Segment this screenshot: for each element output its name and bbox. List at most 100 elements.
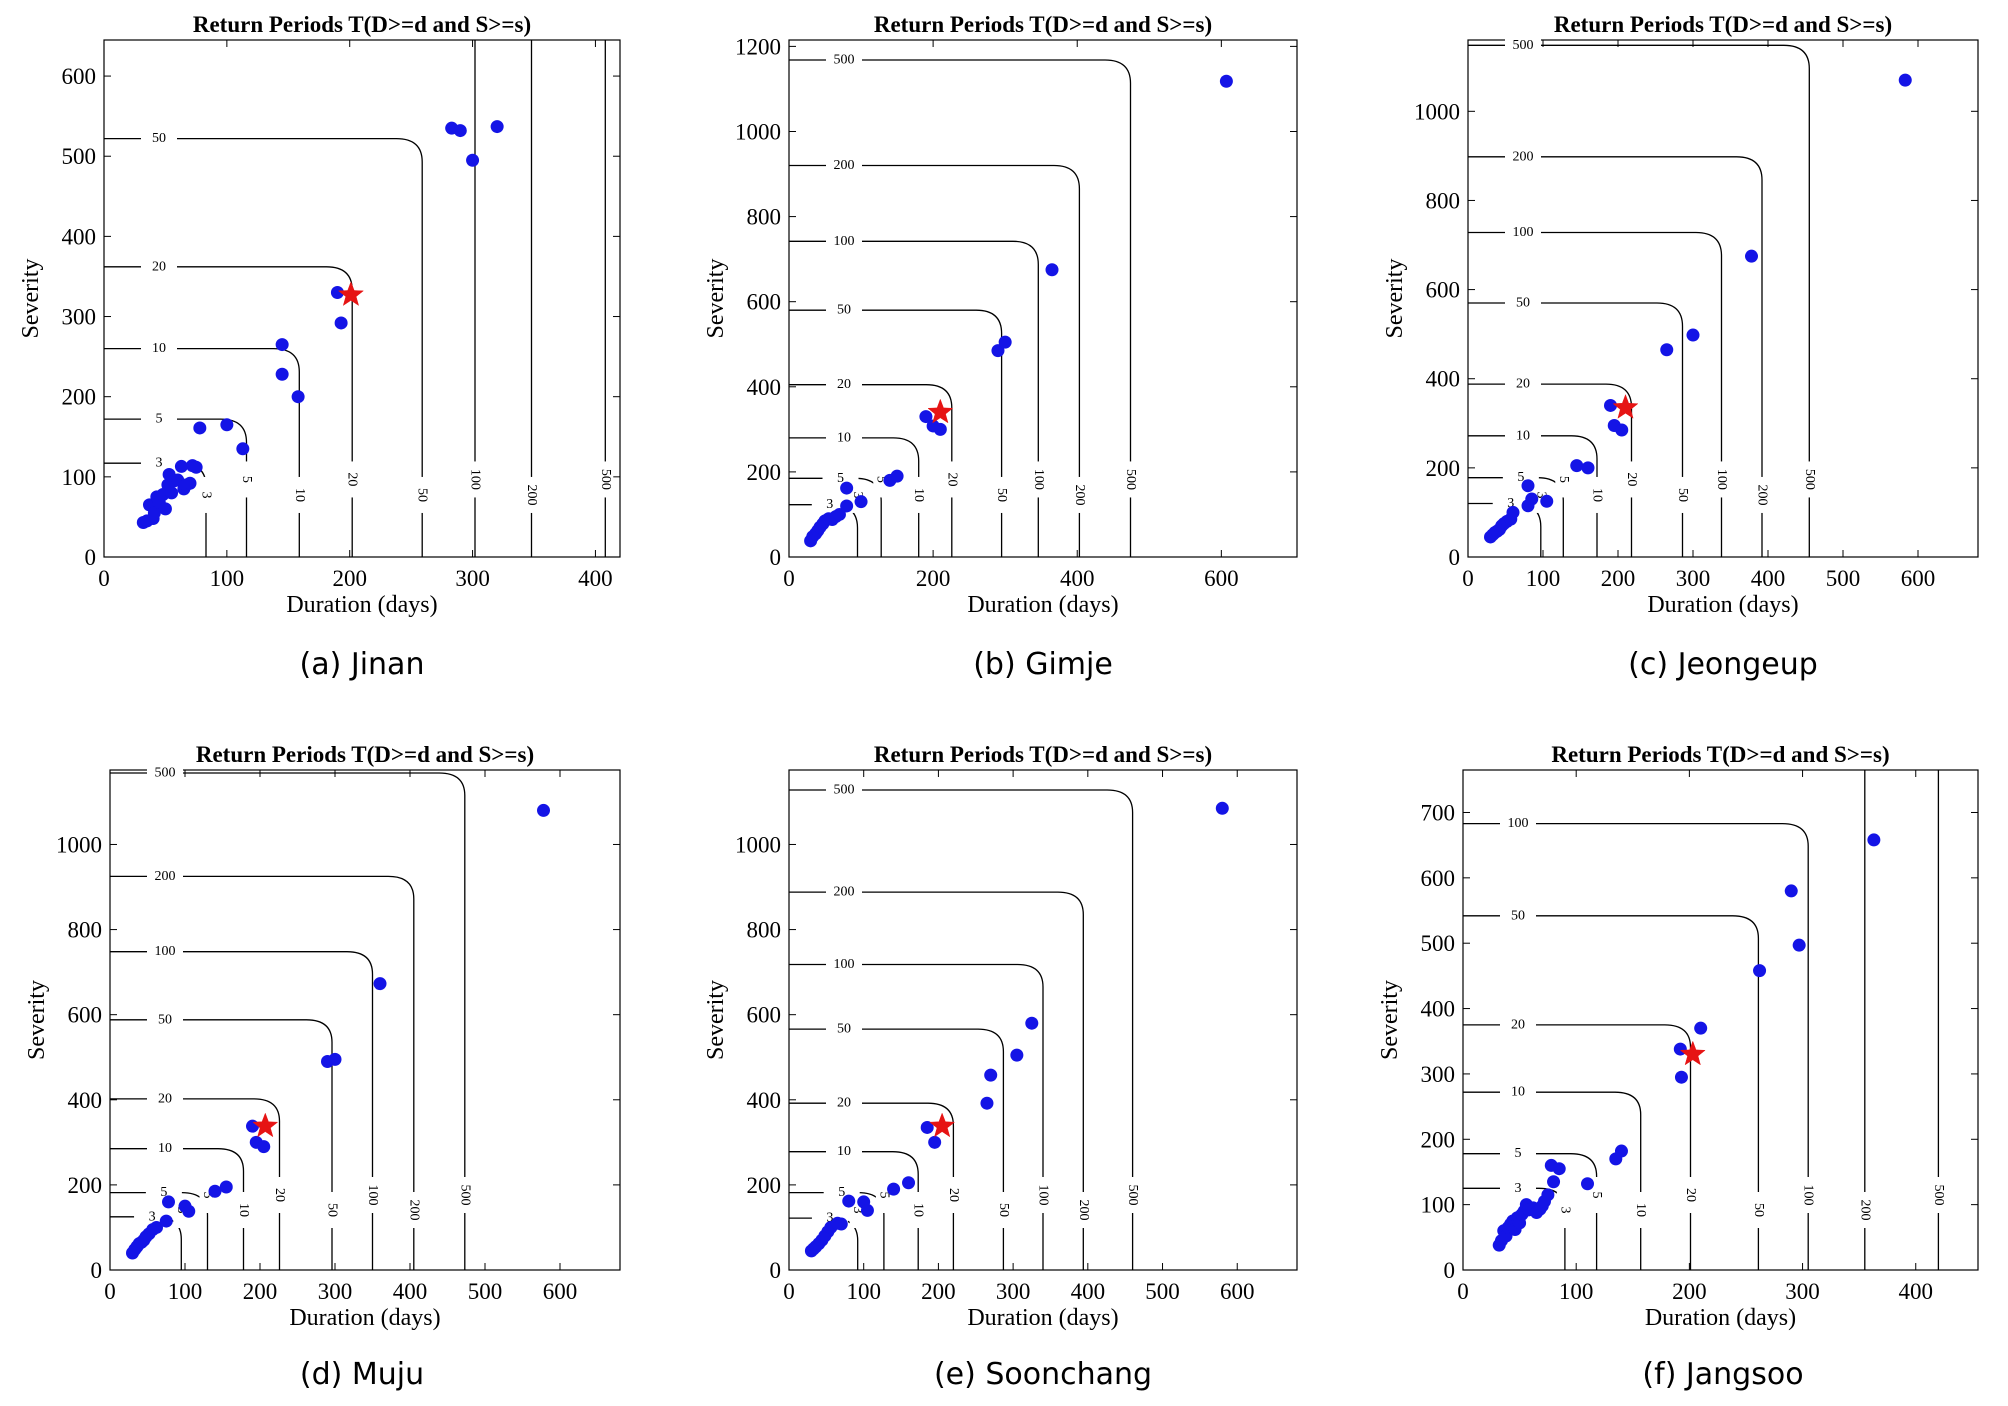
x-tick-label: 500 — [1145, 1279, 1180, 1304]
y-tick-label: 300 — [62, 305, 97, 330]
y-tick-label: 400 — [68, 1088, 103, 1113]
data-point — [219, 1180, 233, 1194]
data-point — [1025, 1016, 1039, 1030]
data-point — [1525, 492, 1539, 506]
x-tick-label: 100 — [1526, 566, 1561, 591]
data-point — [991, 344, 1005, 358]
data-point — [1219, 74, 1233, 88]
contour-label-bg — [1856, 1192, 1873, 1228]
y-tick-label: 600 — [1426, 278, 1461, 303]
contour-label: 20 — [1511, 1017, 1525, 1032]
contour-label-bg — [1505, 37, 1541, 54]
contour-label-bg — [1500, 1145, 1536, 1162]
contour-label: 10 — [1516, 428, 1530, 443]
contour-label-bg — [1124, 1177, 1141, 1213]
contour-label-bg — [1556, 1192, 1573, 1228]
contour-label-bg — [324, 1192, 340, 1228]
contour-label: 500 — [834, 52, 855, 67]
contour-label-bg — [414, 476, 431, 513]
data-point — [1540, 494, 1554, 508]
contour-label: 3 — [1515, 1181, 1522, 1196]
y-tick-label: 400 — [1421, 997, 1456, 1022]
contour-label: 20 — [1624, 472, 1639, 486]
data-point — [919, 410, 933, 424]
data-point — [334, 316, 348, 330]
data-point — [1745, 249, 1758, 263]
contour-label-bg — [826, 302, 862, 319]
contour-label: 50 — [1675, 488, 1690, 502]
data-point — [1552, 1162, 1566, 1176]
y-tick-label: 400 — [747, 1088, 782, 1113]
x-tick-label: 300 — [318, 1279, 353, 1304]
contour-label: 500 — [598, 469, 613, 490]
contour-label: 500 — [1802, 469, 1817, 490]
contour-label: 50 — [1516, 295, 1530, 310]
plot-frame — [1462, 769, 1979, 1271]
contour-label: 50 — [994, 488, 1009, 502]
contour-label-bg — [467, 461, 484, 498]
contour-label: 5 — [838, 1185, 845, 1200]
data-point — [980, 1096, 994, 1110]
return-period-contour — [104, 418, 248, 557]
star-marker — [252, 1112, 279, 1138]
data-point — [193, 421, 207, 435]
contour-label-bg — [1505, 376, 1541, 393]
plot-frame — [1467, 39, 1979, 558]
data-point — [466, 153, 480, 167]
panel-caption: (a) Jinan — [300, 647, 425, 682]
data-point — [1215, 801, 1229, 815]
y-tick-label: 1000 — [735, 119, 781, 144]
chart-panel: Return Periods T(D>=d and S>=s)0 100 200 30… — [1377, 742, 1979, 1392]
contour-label-bg — [1500, 1016, 1536, 1033]
y-tick-label: 1200 — [735, 34, 781, 59]
x-tick-label: 0 — [104, 1279, 116, 1304]
y-tick-label: 500 — [1421, 931, 1456, 956]
contour-label-bg — [1505, 294, 1541, 311]
data-point — [537, 803, 550, 817]
x-tick-label: 300 — [1785, 1279, 1820, 1304]
contour-label: 50 — [996, 1203, 1011, 1217]
y-tick-label: 0 — [91, 1258, 103, 1283]
contour-label: 3 — [826, 497, 833, 512]
contour-label-bg — [147, 1011, 183, 1028]
contour-label-bg — [826, 1021, 862, 1038]
chart-title: Return Periods T(D>=d and S>=s) — [874, 12, 1212, 37]
data-point — [1541, 1188, 1555, 1202]
data-point — [275, 338, 289, 352]
contour-label: 5 — [1589, 1191, 1604, 1198]
contour-label: 5 — [876, 1191, 891, 1198]
data-point — [291, 390, 305, 404]
x-tick-label: 400 — [393, 1279, 428, 1304]
contour-label: 100 — [467, 469, 482, 490]
contour-label-bg — [995, 1192, 1012, 1228]
star-marker — [929, 1112, 956, 1138]
contour-label: 200 — [834, 158, 855, 173]
contour-label: 5 — [874, 476, 889, 483]
contour-label-bg — [291, 476, 308, 513]
return-period-contour — [789, 891, 1084, 1270]
contour-label-bg — [1030, 461, 1047, 498]
data-point — [887, 1182, 901, 1196]
return-period-contour — [789, 1028, 1005, 1270]
data-point — [159, 1214, 173, 1228]
contour-label-bg — [826, 1143, 862, 1160]
chart-title: Return Periods T(D>=d and S>=s) — [1554, 12, 1892, 37]
data-point — [236, 442, 250, 456]
y-tick-label: 100 — [1421, 1193, 1456, 1218]
contour-label-bg — [826, 1095, 862, 1112]
contour-label: 500 — [1125, 1185, 1140, 1206]
contour-label: 5 — [200, 1192, 215, 1199]
contour-label-bg — [147, 1090, 183, 1107]
contour-label: 10 — [152, 341, 166, 356]
x-axis-label: Duration (days) — [1647, 592, 1798, 618]
data-point — [1792, 938, 1806, 952]
y-tick-label: 0 — [770, 1258, 782, 1283]
contour-label: 100 — [1513, 225, 1534, 240]
contour-label: 200 — [1857, 1200, 1872, 1221]
contour-label: 500 — [1931, 1184, 1946, 1205]
return-period-contour — [110, 1148, 245, 1270]
contour-label-bg — [1713, 461, 1730, 498]
contour-label: 500 — [155, 765, 176, 780]
return-period-contour — [1463, 1024, 1692, 1270]
